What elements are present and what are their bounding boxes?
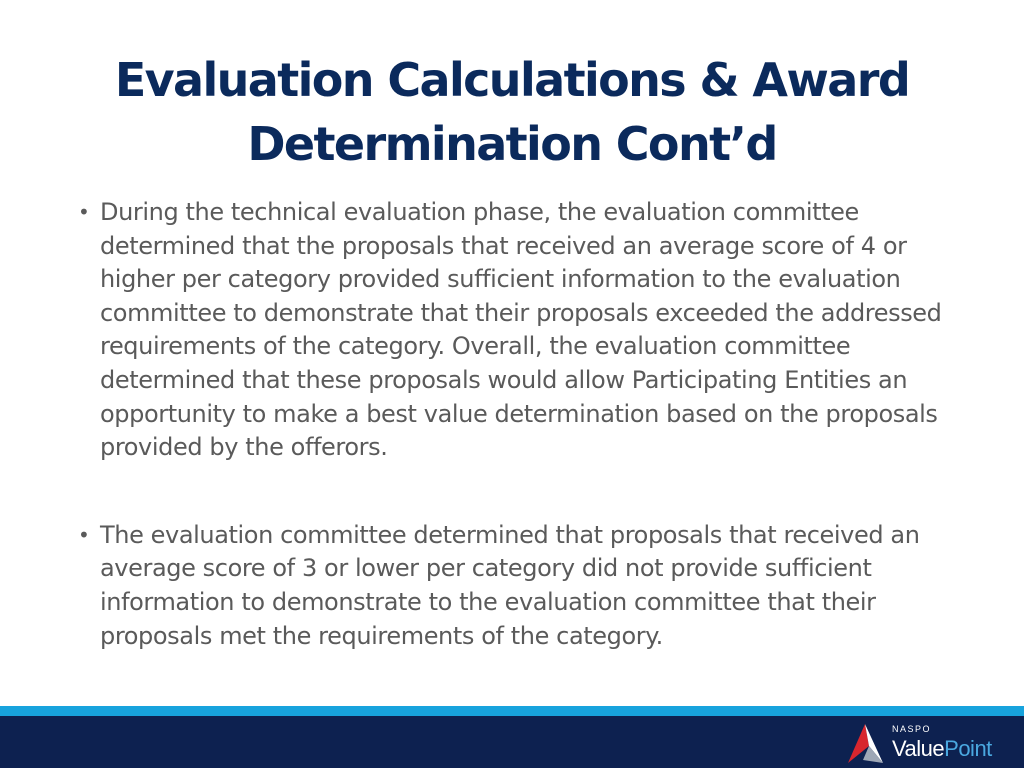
logo-valuepoint-text: ValuePoint bbox=[892, 736, 992, 762]
logo-naspo-text: NASPO bbox=[892, 724, 932, 734]
bullet-marker: • bbox=[78, 200, 90, 224]
naspo-arrow-icon bbox=[848, 724, 883, 763]
bullet-item: • The evaluation committee determined th… bbox=[78, 519, 958, 653]
slide-title-line-2: Determination Cont’d bbox=[247, 117, 778, 171]
bullet-list: • During the technical evaluation phase,… bbox=[78, 196, 958, 653]
slide-title: Evaluation Calculations & Award Determin… bbox=[60, 48, 964, 176]
logo-value-text: Value bbox=[892, 736, 945, 761]
bullet-text: During the technical evaluation phase, t… bbox=[100, 198, 942, 462]
bullet-text: The evaluation committee determined that… bbox=[100, 520, 920, 650]
naspo-valuepoint-logo: NASPO ValuePoint bbox=[846, 722, 996, 766]
bullet-item: • During the technical evaluation phase,… bbox=[78, 196, 958, 465]
slide-title-line-1: Evaluation Calculations & Award bbox=[114, 53, 911, 107]
footer-band bbox=[0, 716, 1024, 768]
logo-point-text: Point bbox=[944, 736, 992, 761]
bullet-marker: • bbox=[78, 522, 90, 547]
footer-accent-stripe bbox=[0, 706, 1024, 716]
